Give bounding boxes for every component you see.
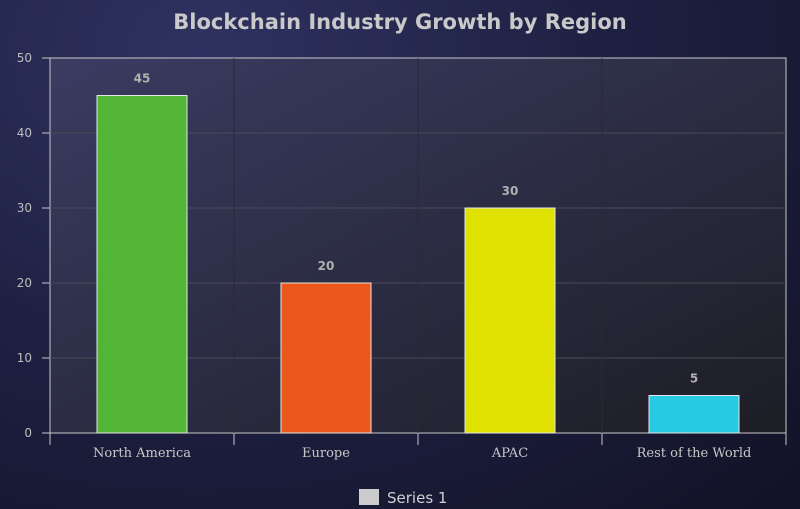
y-tick-label: 0 bbox=[24, 426, 32, 440]
x-tick-label: North America bbox=[93, 446, 191, 461]
y-tick-label: 30 bbox=[17, 201, 32, 215]
bar[interactable] bbox=[280, 282, 372, 434]
y-tick-label: 50 bbox=[17, 51, 32, 65]
bar[interactable] bbox=[96, 95, 188, 434]
axes: 0 10 20 30 40 50 North America Europe APAC Rest o… bbox=[17, 51, 787, 461]
x-tick-label: Europe bbox=[302, 446, 350, 461]
chart-title: Blockchain Industry Growth by Region bbox=[173, 10, 627, 34]
y-tick-label: 10 bbox=[17, 351, 32, 365]
legend[interactable]: Series 1 bbox=[359, 489, 447, 507]
data-label: 30 bbox=[502, 184, 519, 198]
legend-swatch bbox=[359, 489, 379, 505]
y-tick-label: 40 bbox=[17, 126, 32, 140]
legend-label: Series 1 bbox=[387, 489, 447, 507]
bar[interactable] bbox=[648, 395, 740, 434]
data-label: 5 bbox=[690, 372, 698, 386]
data-label: 20 bbox=[318, 259, 335, 273]
y-tick-label: 20 bbox=[17, 276, 32, 290]
bar[interactable] bbox=[464, 207, 556, 434]
bars bbox=[96, 95, 740, 434]
x-tick-label: Rest of the World bbox=[637, 446, 752, 461]
data-labels: 45 20 30 5 bbox=[134, 72, 699, 386]
data-label: 45 bbox=[134, 72, 151, 86]
x-tick-label: APAC bbox=[491, 446, 528, 461]
